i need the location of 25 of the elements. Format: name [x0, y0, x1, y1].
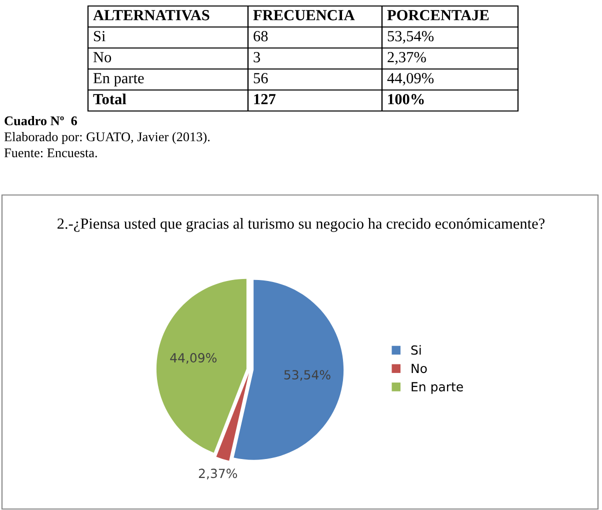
text: 2,37% [388, 52, 426, 65]
text: FRECUENCIA [253, 10, 355, 20]
legend-label: No [412, 364, 427, 374]
text: PORCENTAJE [387, 10, 489, 20]
chart-title: 2.-¿Piensa usted que gracias al turismo su negocio ha crecido económicamente? [58, 218, 545, 232]
text: Cuadro Nº 6 [4, 116, 78, 126]
data-label: 2,37% [198, 468, 238, 480]
text: 56 [254, 73, 268, 84]
text: No [93, 52, 112, 62]
text: 44,09% [387, 73, 434, 86]
text: 3 [254, 52, 260, 62]
text: Total [93, 94, 126, 104]
data-label: 44,09% [170, 353, 217, 364]
legend-label: Si [411, 345, 421, 355]
text: 53,54% [388, 31, 434, 44]
text: 100% [388, 94, 424, 104]
source-note: Fuente: Encuesta. [4, 148, 97, 158]
text: Si [94, 31, 106, 42]
data-label: 53,54% [284, 370, 330, 381]
text: 127 [254, 94, 276, 104]
text: ALTERNATIVAS [93, 10, 210, 20]
legend-label: En parte [412, 382, 463, 394]
text: Elaborado por: GUATO, Javier (2013). [4, 132, 210, 144]
text: 68 [254, 31, 268, 42]
text: En parte [93, 73, 144, 86]
